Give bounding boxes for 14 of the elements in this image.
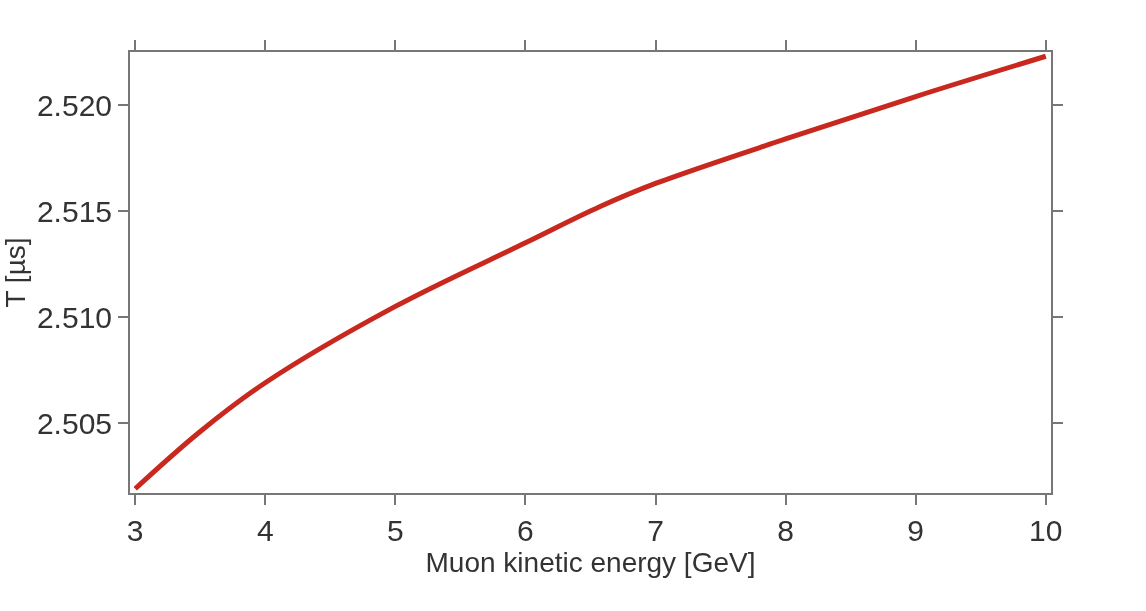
x-axis-title: Muon kinetic energy [GeV] [425, 547, 756, 578]
y-tick-label: 2.515 [36, 194, 112, 228]
x-tick-label: 9 [907, 514, 925, 547]
x-tick-label: 8 [777, 514, 794, 547]
y-tick-label: 2.505 [36, 406, 112, 440]
x-tick-label: 4 [256, 514, 274, 547]
x-tick-label: 7 [647, 514, 664, 547]
x-tick-label: 5 [387, 514, 404, 547]
x-tick-label: 3 [126, 514, 144, 547]
y-tick-label: 2.520 [36, 88, 112, 122]
y-tick-label: 2.510 [36, 300, 112, 334]
x-tick-label: 10 [1029, 514, 1063, 547]
y-axis-title: T [µs] [0, 237, 31, 308]
x-tick-label: 6 [517, 514, 534, 547]
